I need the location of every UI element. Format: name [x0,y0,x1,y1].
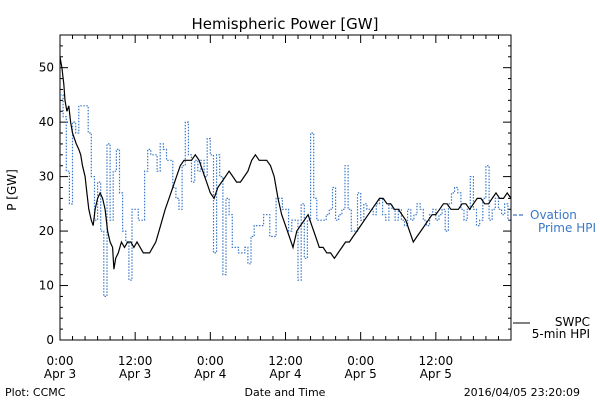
chart-title: Hemispheric Power [GW] [192,15,379,33]
x-tick-date-label: Apr 5 [420,367,452,381]
x-axis-label: Date and Time [245,386,326,399]
legend-ovation-label-1: Ovation [530,208,577,222]
x-tick-date-label: Apr 4 [269,367,301,381]
x-tick-time-label: 0:00 [347,354,374,368]
y-tick-label: 10 [39,279,54,293]
x-tick-time-label: 12:00 [118,354,153,368]
plot-timestamp: 2016/04/05 23:20:09 [464,386,580,399]
y-tick-label: 30 [39,170,54,184]
plot-frame [59,34,512,341]
y-axis-label: P [GW] [5,169,19,211]
x-tick-time-label: 12:00 [268,354,303,368]
x-tick-time-label: 12:00 [419,354,454,368]
legend-swpc-label-1: SWPC [555,315,590,329]
x-tick-time-label: 0:00 [47,354,74,368]
plot-credit: Plot: CCMC [5,386,66,399]
x-tick-time-label: 0:00 [197,354,224,368]
x-tick-date-label: Apr 4 [194,367,226,381]
legend-ovation-label-2: Prime HPI [538,221,596,235]
x-tick-date-label: Apr 3 [119,367,151,381]
legend-ovation: Ovation Prime HPI [513,208,596,235]
legend-swpc: SWPC 5-min HPI [513,315,590,341]
legend-swpc-label-2: 5-min HPI [532,327,590,341]
x-tick-date-label: Apr 5 [345,367,377,381]
series-ovation-prime-hpi [60,94,511,297]
series-swpc-5min-hpi [59,56,512,270]
y-tick-label: 20 [39,224,54,238]
y-axis: 0 10 20 30 40 50 [39,34,511,347]
y-tick-label: 50 [39,61,54,75]
y-tick-label: 0 [46,333,54,347]
x-tick-date-label: Apr 3 [44,367,76,381]
y-tick-label: 40 [39,115,54,129]
